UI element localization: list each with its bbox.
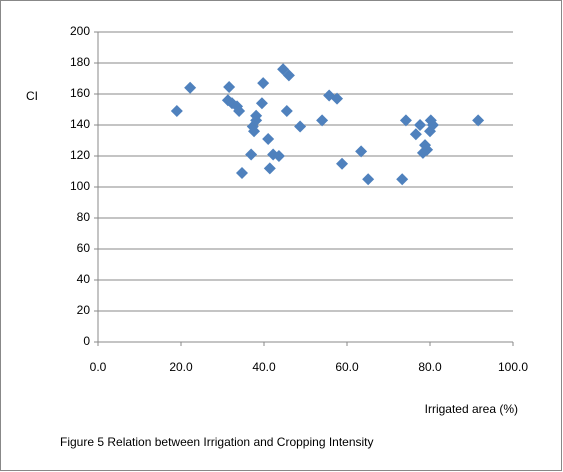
- x-tick-label: 100.0: [498, 360, 528, 374]
- y-tick-label: 100: [70, 179, 90, 193]
- y-tick-label: 40: [77, 272, 91, 286]
- point: [294, 120, 307, 133]
- y-tick-label: 20: [77, 303, 91, 317]
- y-tick-label: 200: [70, 24, 90, 38]
- point: [255, 97, 268, 110]
- x-tick-label: 80.0: [418, 360, 442, 374]
- point: [426, 119, 439, 131]
- point: [336, 157, 349, 170]
- point: [248, 125, 261, 138]
- point: [409, 128, 422, 141]
- x-tick-label: 60.0: [335, 360, 359, 374]
- point: [250, 109, 263, 122]
- y-tick-label: 120: [70, 148, 90, 162]
- x-tick-label: 0.0: [90, 360, 107, 374]
- point: [184, 81, 197, 94]
- point: [277, 63, 290, 76]
- y-tick-label: 180: [70, 55, 90, 69]
- point: [233, 105, 246, 118]
- y-tick-label: 140: [70, 117, 90, 131]
- point: [396, 173, 409, 186]
- point: [223, 81, 236, 94]
- point: [421, 143, 434, 156]
- point: [282, 69, 295, 82]
- caption: Figure 5 Relation between Irrigation and…: [60, 435, 374, 449]
- point: [245, 148, 258, 161]
- y-tick-label: 0: [83, 334, 90, 348]
- point: [280, 105, 293, 118]
- point: [331, 92, 344, 105]
- point: [262, 132, 275, 145]
- y-tick-label: 80: [77, 210, 91, 224]
- point: [257, 77, 270, 90]
- x-tick-label: 20.0: [169, 360, 193, 374]
- point: [414, 119, 427, 131]
- point: [472, 114, 485, 127]
- x-tick-label: 40.0: [252, 360, 276, 374]
- point: [316, 114, 329, 127]
- point: [272, 150, 285, 162]
- point: [355, 145, 368, 158]
- point: [399, 114, 412, 127]
- x-axis-label: Irrigated area (%): [425, 402, 518, 416]
- y-tick-label: 60: [77, 241, 91, 255]
- point: [362, 173, 375, 186]
- y-tick-label: 160: [70, 86, 90, 100]
- point: [263, 162, 276, 175]
- point: [236, 167, 249, 180]
- y-axis-label: CI: [26, 89, 38, 103]
- point: [170, 105, 183, 118]
